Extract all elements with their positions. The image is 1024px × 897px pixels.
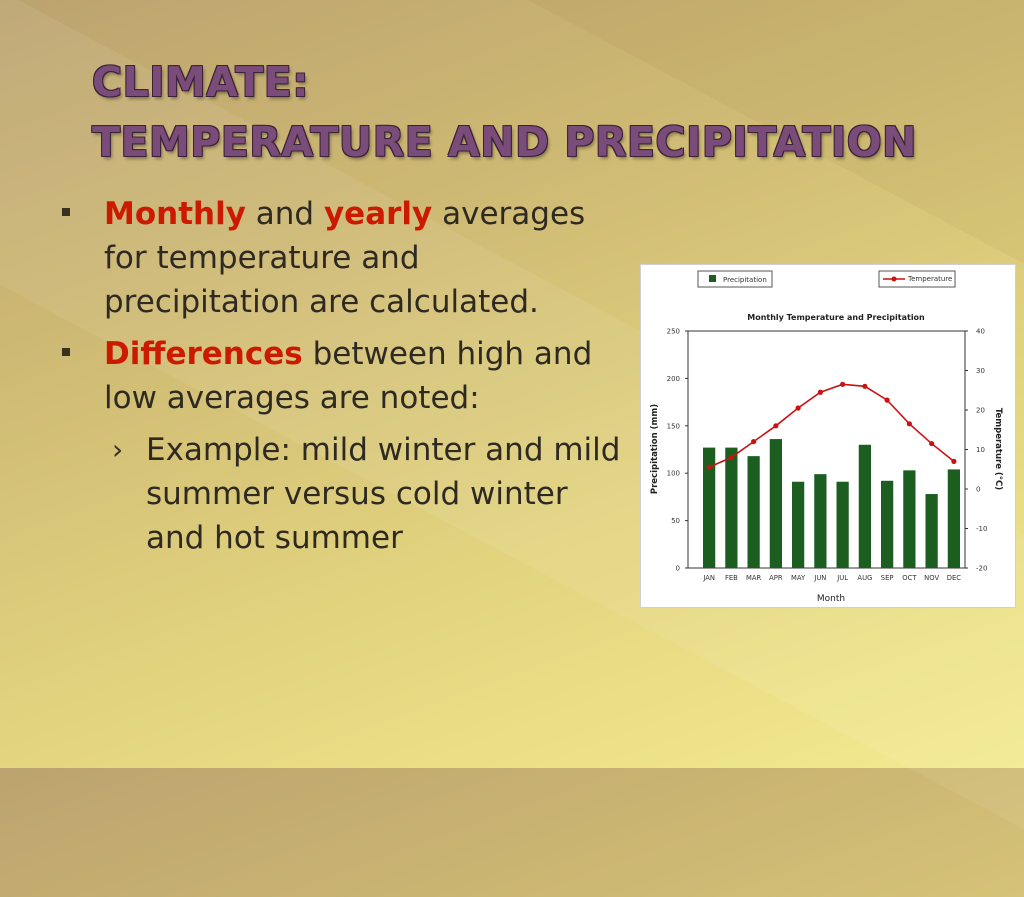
- temperature-polyline: [708, 383, 955, 469]
- precip-bar: [814, 474, 827, 568]
- left-axis: 0 50 100 150 200 250: [667, 328, 688, 573]
- x-tick-label: FEB: [725, 574, 738, 582]
- precip-bar: [858, 444, 871, 568]
- legend-temp-box: [878, 270, 956, 288]
- bullet-differences: Differences between high and low average…: [62, 332, 622, 420]
- temperature-point: [751, 439, 757, 445]
- chart-title: Monthly Temperature and Precipitation: [747, 313, 925, 322]
- legend-precip-label: Precipitation: [723, 276, 767, 284]
- highlight-differences: Differences: [104, 336, 303, 372]
- temperature-point: [817, 389, 823, 395]
- precip-bar: [792, 481, 805, 568]
- y2-tick-label: -10: [976, 525, 987, 533]
- sub-bullet-text: Example: mild winter and mild summer ver…: [146, 432, 621, 556]
- climate-chart: Precipitation Temperature Monthly Temper…: [640, 264, 1016, 608]
- legend-temp-marker: [891, 276, 897, 282]
- temperature-point: [884, 397, 890, 403]
- x-axis-label: Month: [817, 594, 845, 604]
- square-bullet-icon: [62, 208, 70, 216]
- temperature-point: [929, 440, 935, 447]
- legend-precip-swatch: [709, 275, 716, 282]
- title-line-1: CLIMATE:: [92, 58, 310, 106]
- legend-precip-box: [697, 270, 773, 288]
- x-tick-label: AUG: [857, 574, 872, 582]
- bullet-monthly-yearly: Monthly and yearly averages for temperat…: [62, 192, 622, 324]
- bullet-text: between high and low averages are noted:: [104, 336, 593, 416]
- y-tick-label: 50: [671, 517, 680, 525]
- x-tick-label: NOV: [924, 574, 939, 582]
- y-tick-label: 200: [667, 375, 680, 383]
- slide-title: CLIMATE: TEMPERATURE AND PRECIPITATION: [92, 52, 992, 172]
- y2-axis-label: Temperature (°C): [993, 408, 1003, 490]
- slide-body: Monthly and yearly averages for temperat…: [62, 192, 622, 560]
- legend-temp-label: Temperature: [907, 275, 952, 283]
- precip-bar: [836, 481, 849, 568]
- bullet-text: averages for temperature and precipitati…: [104, 196, 586, 320]
- y-axis-label: Precipitation (mm): [650, 404, 660, 494]
- highlight-monthly: Monthly: [104, 196, 246, 232]
- x-tick-label: OCT: [902, 574, 917, 582]
- temperature-point: [773, 423, 779, 429]
- temperature-line: [706, 381, 957, 470]
- temperature-point: [795, 405, 801, 411]
- precip-bar: [725, 447, 738, 568]
- sub-bullet-example: › Example: mild winter and mild summer v…: [62, 428, 622, 560]
- precip-bar: [947, 469, 960, 568]
- y-tick-label: 250: [667, 328, 680, 336]
- precip-bar: [925, 494, 938, 568]
- precip-bar: [881, 480, 894, 568]
- y-tick-label: 100: [667, 470, 680, 478]
- chart-svg: Precipitation Temperature Monthly Temper…: [650, 270, 1003, 604]
- square-bullet-icon: [62, 348, 70, 356]
- temperature-point: [706, 464, 712, 470]
- highlight-yearly: yearly: [323, 196, 433, 232]
- y2-tick-label: -20: [976, 565, 987, 573]
- temperature-point: [951, 458, 957, 464]
- temperature-point: [862, 383, 868, 389]
- x-tick-label: JAN: [702, 574, 715, 582]
- x-tick-label: MAY: [791, 574, 806, 582]
- precip-bar: [903, 470, 916, 568]
- x-tick-label: DEC: [947, 574, 962, 582]
- y2-tick-label: 20: [976, 407, 985, 415]
- x-tick-label: APR: [769, 574, 783, 582]
- chevron-right-icon: ›: [112, 433, 124, 466]
- y2-tick-label: 0: [976, 486, 980, 494]
- x-axis: JAN FEB MAR APR MAY JUN JUL AUG SEP OCT NOV DEC: [702, 574, 961, 582]
- y-tick-label: 0: [676, 565, 680, 573]
- x-tick-label: SEP: [881, 574, 894, 582]
- temperature-point: [906, 421, 912, 427]
- x-tick-label: MAR: [746, 574, 762, 582]
- y2-tick-label: 10: [976, 446, 985, 454]
- y2-tick-label: 30: [976, 367, 985, 375]
- x-tick-label: JUN: [813, 574, 826, 582]
- y-tick-label: 150: [667, 422, 680, 430]
- precip-bars: [703, 439, 960, 568]
- right-axis: -20 -10 0 10 20 30 40: [965, 328, 987, 573]
- temperature-point: [728, 454, 734, 460]
- title-line-2: TEMPERATURE AND PRECIPITATION: [92, 118, 917, 166]
- precip-bar: [769, 439, 782, 568]
- x-tick-label: JUL: [836, 574, 848, 582]
- bullet-text: and: [245, 196, 324, 232]
- temperature-point: [840, 381, 846, 387]
- y2-tick-label: 40: [976, 328, 985, 336]
- precip-bar: [703, 447, 716, 568]
- precip-bar: [747, 456, 760, 568]
